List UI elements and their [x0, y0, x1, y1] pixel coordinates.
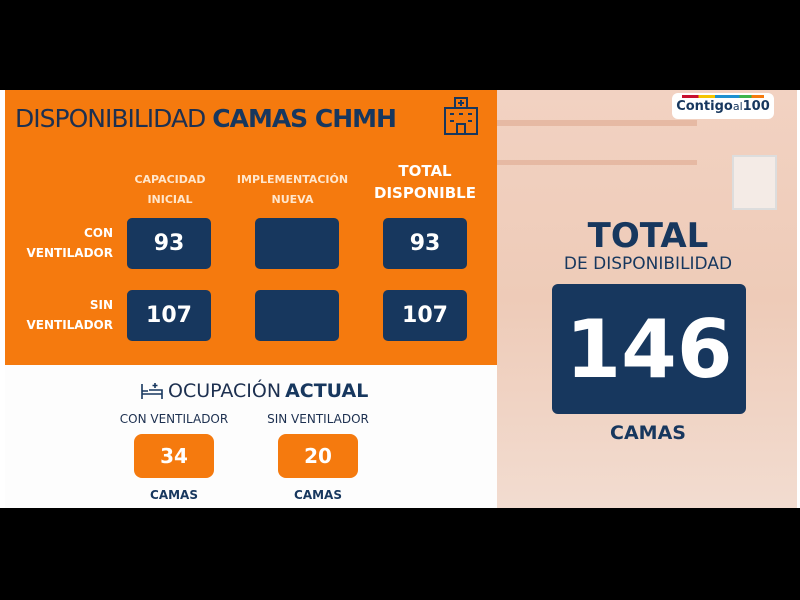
row-label-con-ventilador: CON VENTILADOR	[26, 226, 113, 260]
column-header-implementacion: IMPLEMENTACIÓN NUEVA	[236, 173, 349, 206]
page-title: DISPONIBILIDAD CAMAS CHMH	[15, 104, 397, 133]
availability-panel: DISPONIBILIDAD CAMAS CHMH CAPACIDAD INICI…	[5, 90, 497, 365]
occ-unit-sin: CAMAS	[294, 488, 342, 502]
infographic: DISPONIBILIDAD CAMAS CHMH CAPACIDAD INICI…	[0, 90, 800, 508]
occ-label-con: CON VENTILADOR	[119, 412, 229, 426]
occupancy-panel	[5, 365, 497, 508]
occ-value-sin: 20	[278, 434, 358, 478]
occ-label-sin: SIN VENTILADOR	[267, 412, 369, 426]
occ-unit-con: CAMAS	[150, 488, 198, 502]
contigo-al-100-logo: Contigo al 100	[672, 93, 774, 119]
title-light: DISPONIBILIDAD	[15, 104, 206, 133]
total-unit: CAMAS	[610, 422, 686, 444]
occ-value-con: 34	[134, 434, 214, 478]
total-title: TOTAL	[587, 216, 709, 256]
bed-icon	[141, 383, 163, 399]
sin-implementacion-value	[255, 290, 339, 341]
total-value: 146	[552, 284, 746, 414]
column-header-capacidad: CAPACIDAD INICIAL	[134, 173, 206, 206]
con-capacidad-value: 93	[127, 218, 211, 269]
con-implementacion-value	[255, 218, 339, 269]
sin-total-value: 107	[383, 290, 467, 341]
row-label-sin-ventilador: SIN VENTILADOR	[26, 298, 113, 332]
sin-capacidad-value: 107	[127, 290, 211, 341]
hospital-icon	[444, 97, 478, 135]
title-bold: CAMAS CHMH	[212, 104, 397, 133]
occupancy-title: OCUPACIÓN ACTUAL	[140, 380, 368, 402]
column-header-total: TOTAL DISPONIBLE	[374, 162, 476, 202]
con-total-value: 93	[383, 218, 467, 269]
total-subtitle: DE DISPONIBILIDAD	[563, 254, 733, 274]
